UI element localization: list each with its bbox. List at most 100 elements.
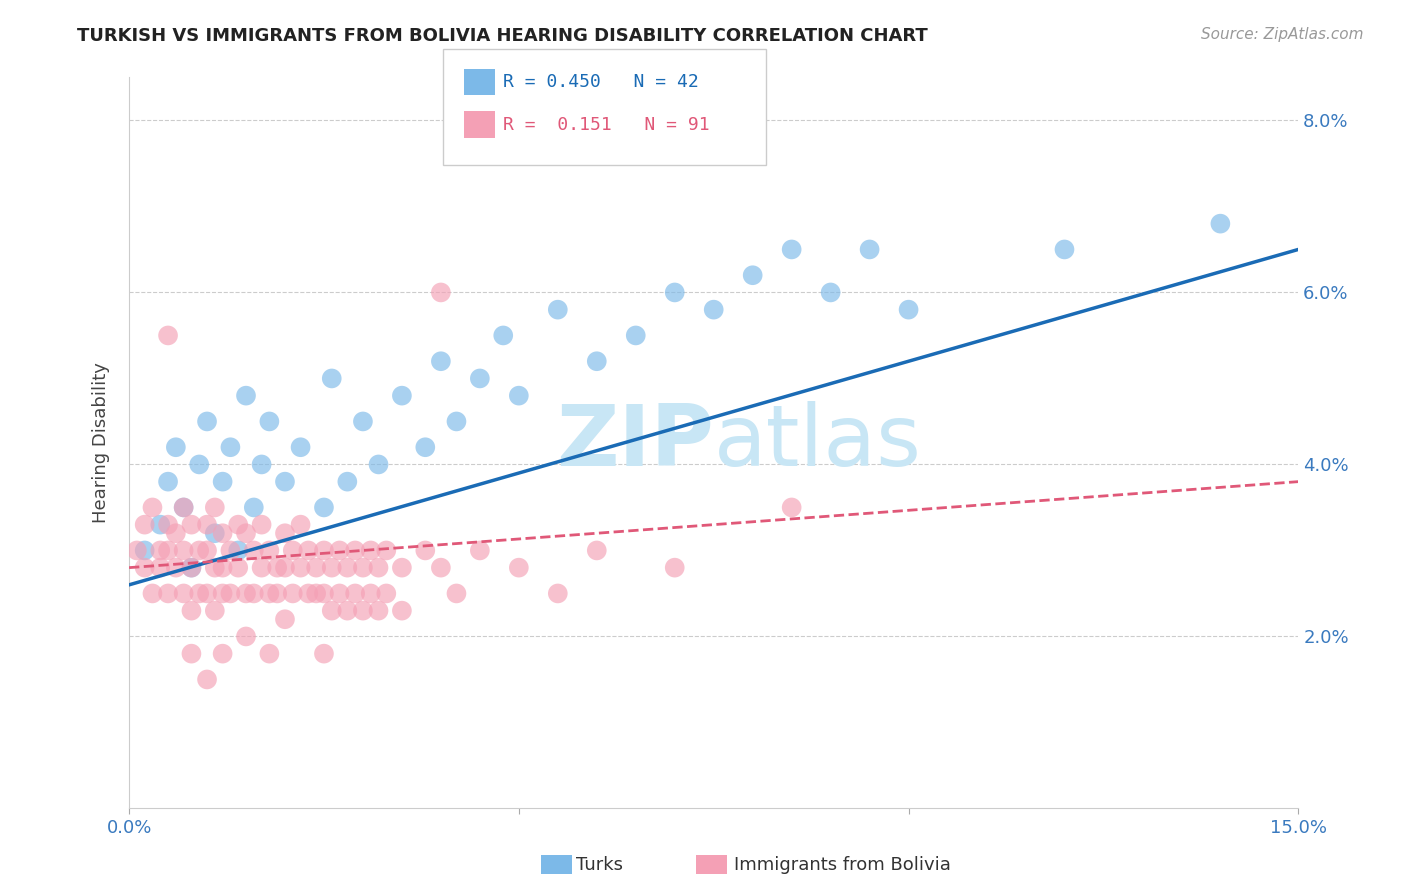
Point bbox=[430, 354, 453, 368]
Text: Source: ZipAtlas.com: Source: ZipAtlas.com bbox=[1201, 27, 1364, 42]
Point bbox=[180, 560, 202, 574]
Point bbox=[312, 543, 335, 558]
Point bbox=[1053, 243, 1076, 257]
Y-axis label: Hearing Disability: Hearing Disability bbox=[93, 362, 110, 524]
Point bbox=[173, 543, 195, 558]
Point bbox=[149, 560, 172, 574]
Point bbox=[226, 543, 249, 558]
Point bbox=[180, 560, 202, 574]
Point bbox=[585, 354, 607, 368]
Point bbox=[305, 586, 328, 600]
Point bbox=[243, 543, 266, 558]
Point bbox=[430, 285, 453, 300]
Point bbox=[391, 604, 413, 618]
Point bbox=[297, 543, 319, 558]
Point bbox=[312, 586, 335, 600]
Point bbox=[211, 526, 233, 541]
Text: atlas: atlas bbox=[714, 401, 922, 484]
Text: R =  0.151   N = 91: R = 0.151 N = 91 bbox=[503, 116, 710, 134]
Point bbox=[157, 586, 180, 600]
Point bbox=[312, 647, 335, 661]
Point bbox=[446, 586, 468, 600]
Point bbox=[468, 371, 491, 385]
Point bbox=[195, 517, 218, 532]
Point bbox=[188, 586, 211, 600]
Point bbox=[165, 526, 187, 541]
Point bbox=[188, 458, 211, 472]
Point bbox=[266, 586, 288, 600]
Point bbox=[274, 612, 297, 626]
Point bbox=[125, 543, 148, 558]
Point bbox=[149, 543, 172, 558]
Point bbox=[375, 543, 398, 558]
Point bbox=[312, 500, 335, 515]
Point bbox=[141, 500, 163, 515]
Point bbox=[858, 243, 880, 257]
Point bbox=[468, 543, 491, 558]
Point bbox=[157, 328, 180, 343]
Point bbox=[235, 630, 257, 644]
Point bbox=[149, 517, 172, 532]
Point bbox=[266, 560, 288, 574]
Point bbox=[250, 517, 273, 532]
Point bbox=[360, 586, 382, 600]
Point bbox=[204, 560, 226, 574]
Point bbox=[226, 517, 249, 532]
Point bbox=[211, 647, 233, 661]
Point bbox=[321, 371, 343, 385]
Point bbox=[157, 517, 180, 532]
Point bbox=[413, 543, 436, 558]
Point bbox=[281, 586, 304, 600]
Point bbox=[173, 586, 195, 600]
Point bbox=[375, 586, 398, 600]
Point bbox=[297, 586, 319, 600]
Text: Turks: Turks bbox=[576, 856, 623, 874]
Point bbox=[897, 302, 920, 317]
Point bbox=[243, 500, 266, 515]
Point bbox=[211, 586, 233, 600]
Point bbox=[274, 560, 297, 574]
Point bbox=[157, 543, 180, 558]
Point bbox=[259, 543, 281, 558]
Point bbox=[391, 389, 413, 403]
Point bbox=[413, 440, 436, 454]
Point bbox=[219, 543, 242, 558]
Point bbox=[290, 517, 312, 532]
Point bbox=[352, 560, 374, 574]
Point bbox=[180, 517, 202, 532]
Point bbox=[547, 586, 569, 600]
Point bbox=[165, 440, 187, 454]
Point bbox=[219, 586, 242, 600]
Point bbox=[508, 389, 530, 403]
Point bbox=[180, 604, 202, 618]
Point bbox=[446, 414, 468, 428]
Point bbox=[547, 302, 569, 317]
Point bbox=[352, 414, 374, 428]
Point bbox=[250, 560, 273, 574]
Point bbox=[259, 647, 281, 661]
Point bbox=[281, 543, 304, 558]
Point bbox=[195, 414, 218, 428]
Point bbox=[321, 604, 343, 618]
Point bbox=[703, 302, 725, 317]
Point bbox=[188, 543, 211, 558]
Point bbox=[344, 586, 367, 600]
Point bbox=[141, 586, 163, 600]
Point bbox=[352, 604, 374, 618]
Point bbox=[1209, 217, 1232, 231]
Point bbox=[204, 526, 226, 541]
Point bbox=[235, 389, 257, 403]
Text: R = 0.450   N = 42: R = 0.450 N = 42 bbox=[503, 73, 699, 91]
Point bbox=[780, 243, 803, 257]
Point bbox=[235, 586, 257, 600]
Point bbox=[328, 586, 350, 600]
Text: ZIP: ZIP bbox=[555, 401, 714, 484]
Point bbox=[211, 475, 233, 489]
Point bbox=[134, 517, 156, 532]
Point bbox=[336, 475, 359, 489]
Point bbox=[328, 543, 350, 558]
Point bbox=[367, 604, 389, 618]
Point bbox=[157, 475, 180, 489]
Point bbox=[344, 543, 367, 558]
Point bbox=[585, 543, 607, 558]
